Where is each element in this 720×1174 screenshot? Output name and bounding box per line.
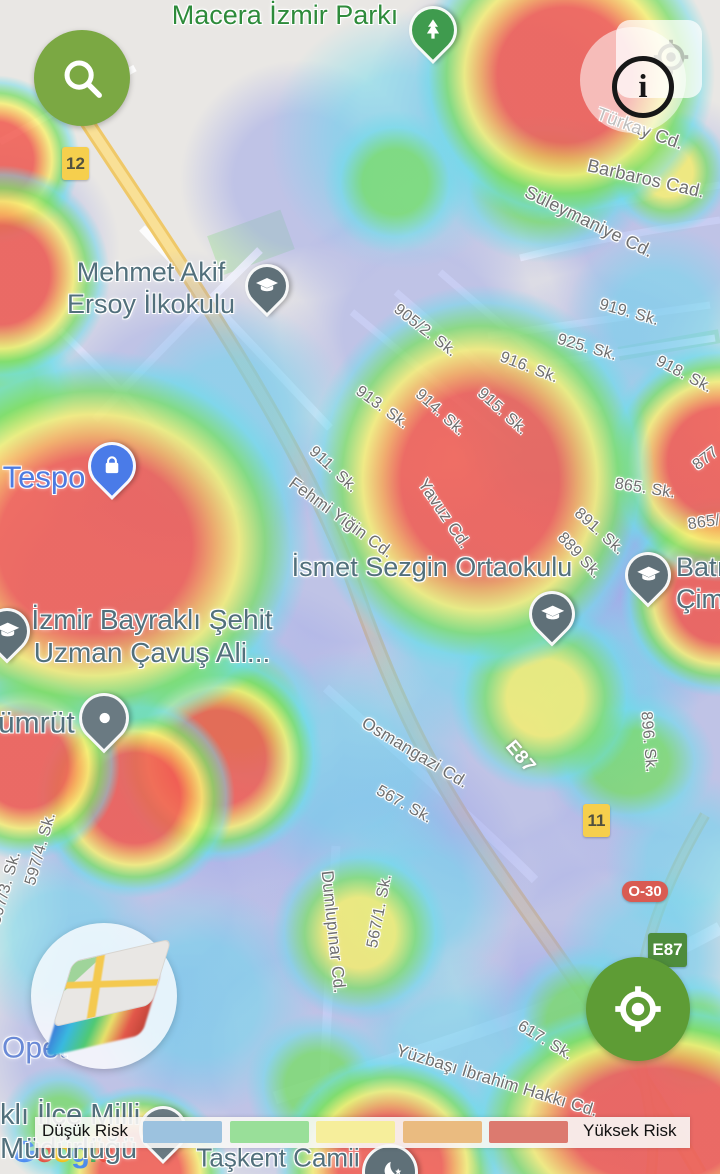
school-icon <box>0 619 20 644</box>
legend-swatch <box>402 1121 482 1143</box>
legend-swatch <box>229 1121 309 1143</box>
legend-low-label: Düşük Risk <box>42 1121 128 1140</box>
legend-swatch <box>143 1121 222 1143</box>
legend-high-label: Yüksek Risk <box>583 1121 677 1140</box>
road-shield: 12 <box>62 147 89 180</box>
place-label: İzmir Bayraklı Şehit Uzman Çavuş Ali... <box>31 603 273 668</box>
tree-pin[interactable] <box>399 0 467 64</box>
school-pin[interactable] <box>615 542 681 608</box>
place-label: Batı Çim <box>676 552 720 614</box>
place-label: Tespo <box>2 459 86 495</box>
school-pin[interactable] <box>0 598 40 664</box>
place-label: Mehmet Akif Ersoy İlkokulu <box>66 257 236 319</box>
school-icon <box>255 274 279 298</box>
bag-icon <box>99 453 125 479</box>
dot-pin[interactable] <box>68 682 140 754</box>
school-icon <box>540 602 565 627</box>
road-shield: 11 <box>583 804 610 837</box>
place-label: Macera İzmir Parkı <box>171 0 399 31</box>
bag-pin[interactable] <box>78 432 146 500</box>
mosque-icon <box>375 1157 406 1174</box>
legend-swatch <box>316 1121 395 1143</box>
info-icon: i <box>638 68 648 105</box>
place-label: ümrüt <box>0 706 75 740</box>
legend-swatch <box>489 1121 568 1143</box>
risk-legend-bar: Düşük Risk Yüksek Risk <box>35 1117 690 1148</box>
road-shield: O-30 <box>622 881 668 902</box>
crosshair-icon <box>615 986 661 1032</box>
dot-icon <box>91 705 118 732</box>
my-location-button[interactable] <box>586 957 690 1061</box>
map-layers-button[interactable] <box>31 923 177 1069</box>
school-pin[interactable] <box>519 581 585 647</box>
school-pin[interactable] <box>235 254 299 318</box>
info-button[interactable]: i <box>612 56 674 118</box>
tree-icon <box>420 17 446 43</box>
search-icon <box>64 60 102 98</box>
school-icon <box>636 563 661 588</box>
search-button[interactable] <box>34 30 130 126</box>
place-label: İsmet Sezgin Ortaokulu <box>291 552 573 583</box>
